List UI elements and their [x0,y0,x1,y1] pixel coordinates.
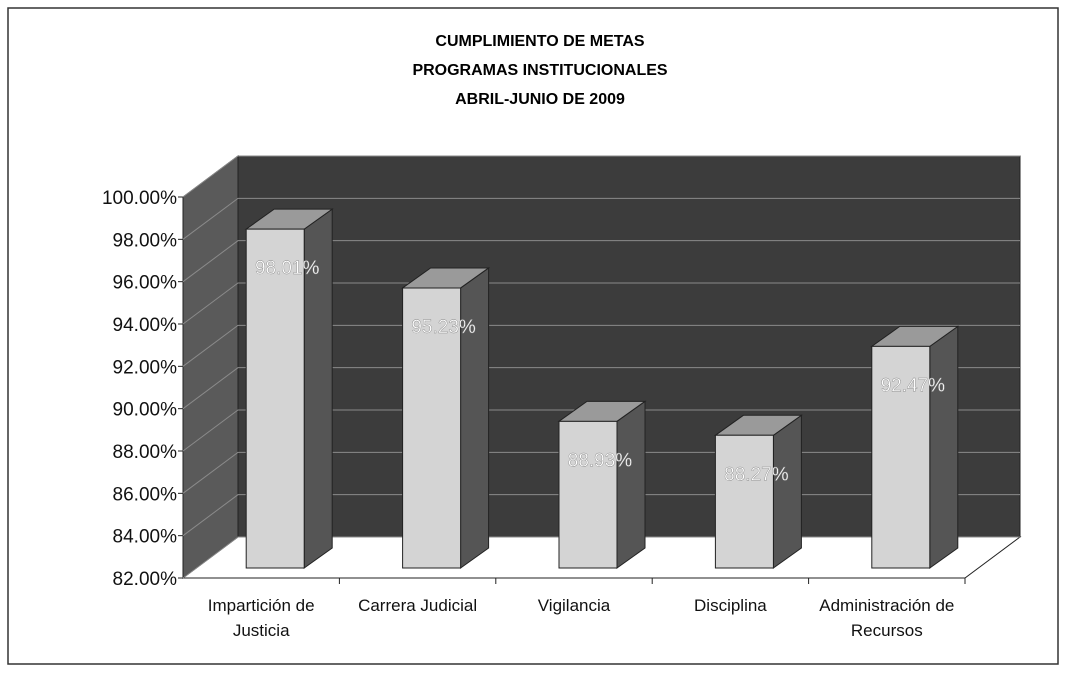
grid-line [182,197,1020,240]
x-tick-label: Impartición de Justicia [207,596,315,640]
bar-front [245,228,305,569]
x-tick-label: Vigilancia [537,596,611,615]
bar-front [558,420,618,569]
data-label: 98.01% [255,258,320,279]
y-tick-label: 84.00% [113,527,178,548]
y-tick-label: 86.00% [113,484,178,505]
chart-title: PROGRAMAS INSTITUCIONALES [412,62,667,79]
bar-front [714,434,774,569]
bar [244,208,334,569]
y-tick-label: 88.00% [113,442,178,463]
grid-line [182,367,1020,410]
y-tick-label: 100.00% [102,188,177,209]
data-label: 95.23% [411,317,476,338]
grid-line [182,324,1020,367]
bar [870,325,960,569]
bar [401,266,491,569]
x-tick-label: Administración de Recursos [819,596,955,640]
x-tick-label: Disciplina [694,596,767,615]
grid-line [182,240,1020,283]
bar-side [460,266,490,569]
grid-line [182,282,1020,325]
y-tick-label: 92.00% [113,357,178,378]
bar-front [871,345,931,569]
bar [557,400,647,569]
y-tick-label: 82.00% [113,569,178,590]
grid-line [182,155,1020,198]
bar-side [772,414,802,569]
data-label: 88.27% [724,464,789,485]
data-label: 88.93% [568,450,633,471]
bar-side [929,325,959,569]
x-tick-label: Carrera Judicial [358,596,478,615]
data-label: 92.47% [881,375,946,396]
y-tick-label: 96.00% [113,273,178,294]
chart-title: ABRIL-JUNIO DE 2009 [455,91,625,108]
bar-front [402,287,462,569]
y-tick-label: 98.00% [113,230,178,251]
bar [713,414,803,569]
y-tick-label: 90.00% [113,400,178,421]
chart-title: CUMPLIMIENTO DE METAS [435,33,645,50]
y-tick-label: 94.00% [113,315,178,336]
grid-line [182,409,1020,452]
bar-side [616,400,646,569]
